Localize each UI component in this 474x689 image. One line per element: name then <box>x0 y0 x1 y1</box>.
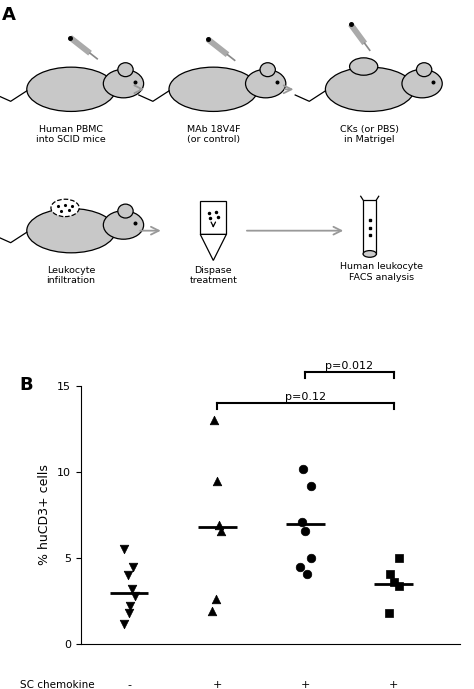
Ellipse shape <box>246 70 286 98</box>
Point <box>386 568 394 579</box>
Ellipse shape <box>27 67 116 112</box>
Ellipse shape <box>260 63 275 76</box>
Text: -: - <box>127 681 131 689</box>
Text: CKs (or PBS)
in Matrigel: CKs (or PBS) in Matrigel <box>340 125 399 144</box>
Text: +: + <box>212 681 222 689</box>
Polygon shape <box>200 201 227 234</box>
Ellipse shape <box>402 70 442 98</box>
Ellipse shape <box>103 70 144 98</box>
Text: +: + <box>301 681 310 689</box>
Point <box>125 570 132 581</box>
Text: Human PBMC
into SCID mice: Human PBMC into SCID mice <box>36 125 106 144</box>
Point <box>131 590 139 601</box>
Text: Leukocyte
infiltration: Leukocyte infiltration <box>46 266 96 285</box>
Ellipse shape <box>325 67 414 112</box>
Ellipse shape <box>363 251 376 257</box>
Point <box>299 463 307 474</box>
Point <box>126 601 133 612</box>
Point <box>395 580 402 591</box>
Ellipse shape <box>51 199 79 216</box>
Text: +: + <box>389 681 398 689</box>
Point <box>120 618 128 629</box>
Point <box>385 608 393 619</box>
Text: A: A <box>2 6 16 23</box>
Point <box>120 544 128 555</box>
Text: B: B <box>19 376 33 393</box>
Point <box>128 584 136 595</box>
Point <box>307 553 315 564</box>
Polygon shape <box>200 234 227 260</box>
Point <box>216 520 223 531</box>
Polygon shape <box>363 200 376 254</box>
Ellipse shape <box>169 67 258 112</box>
Ellipse shape <box>118 204 133 218</box>
Ellipse shape <box>417 63 432 76</box>
Point <box>208 606 216 617</box>
Ellipse shape <box>27 209 116 253</box>
Text: SC chemokine: SC chemokine <box>20 681 94 689</box>
Point <box>212 594 219 605</box>
Ellipse shape <box>350 58 378 75</box>
Point <box>129 561 137 572</box>
Point <box>395 553 403 564</box>
Point <box>210 415 218 426</box>
Point <box>301 525 309 536</box>
Point <box>296 561 303 572</box>
Point <box>125 608 133 619</box>
Point <box>298 517 306 528</box>
Point <box>391 577 398 588</box>
Point <box>213 475 221 486</box>
Ellipse shape <box>103 211 144 239</box>
Text: Dispase
treatment: Dispase treatment <box>189 266 237 285</box>
Text: MAb 18V4F
(or control): MAb 18V4F (or control) <box>187 125 240 144</box>
Y-axis label: % huCD3+ cells: % huCD3+ cells <box>38 464 51 566</box>
Point <box>217 525 225 536</box>
Text: p=0.12: p=0.12 <box>285 391 326 402</box>
Point <box>303 568 310 579</box>
Text: Human leukocyte
FACS analysis: Human leukocyte FACS analysis <box>340 263 423 282</box>
Point <box>307 480 314 491</box>
Text: p=0.012: p=0.012 <box>326 360 374 371</box>
Ellipse shape <box>118 63 133 76</box>
